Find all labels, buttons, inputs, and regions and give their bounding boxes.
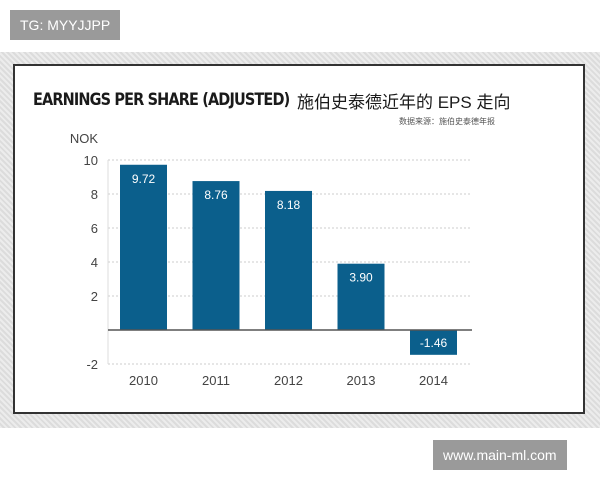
bar-2013 — [337, 263, 385, 330]
x-tick-label: 2014 — [419, 373, 448, 388]
data-label: 8.76 — [204, 188, 228, 202]
x-tick-label: 2012 — [274, 373, 303, 388]
y-tick-label: 10 — [84, 153, 98, 168]
chart-source: 数据来源：施伯史泰德年报 — [399, 117, 495, 126]
data-label: -1.46 — [420, 336, 448, 350]
data-label: 8.18 — [277, 198, 301, 212]
chart-title: EARNINGS PER SHARE (ADJUSTED) — [33, 90, 290, 110]
y-axis-label: NOK — [70, 131, 99, 146]
y-tick-label: 8 — [91, 187, 98, 202]
data-label: 3.90 — [349, 271, 373, 285]
y-tick-label: -2 — [86, 357, 98, 372]
watermark-bottom-right: www.main-ml.com — [433, 440, 567, 470]
y-tick-label: 4 — [91, 255, 98, 270]
bar-2011 — [192, 181, 240, 330]
x-tick-label: 2013 — [347, 373, 376, 388]
watermark-top-left: TG: MYYJJPP — [10, 10, 121, 40]
x-tick-label: 2010 — [129, 373, 158, 388]
bar-2012 — [265, 190, 312, 330]
chart-subtitle: 施伯史泰德近年的 EPS 走向 — [297, 93, 511, 112]
y-tick-label: 6 — [91, 221, 98, 236]
x-tick-label: 2011 — [202, 373, 230, 388]
bar-2010 — [120, 164, 167, 330]
y-tick-label: 2 — [91, 289, 98, 304]
data-label: 9.72 — [132, 172, 156, 186]
bar-2014 — [410, 330, 457, 355]
